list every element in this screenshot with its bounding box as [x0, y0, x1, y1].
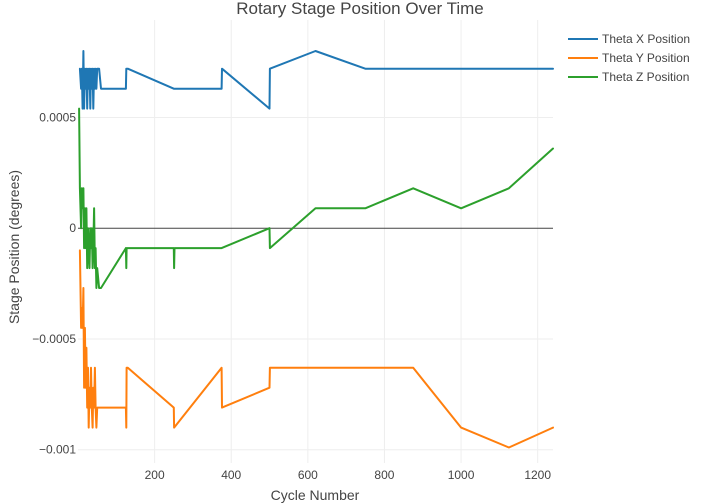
- chart-title: Rotary Stage Position Over Time: [236, 0, 484, 18]
- series-line-1: [78, 50, 554, 110]
- y-axis-ticks: −0.001 −0.0005 0 0.0005: [32, 110, 76, 456]
- legend-item[interactable]: Theta Y Position: [568, 51, 690, 65]
- legend-item[interactable]: Theta Z Position: [568, 70, 689, 84]
- x-tick-label: 400: [221, 468, 241, 482]
- y-tick-label: 0: [69, 221, 76, 235]
- x-axis-ticks: 200 400 600 800 1000 1200: [145, 468, 552, 482]
- legend-label: Theta X Position: [602, 32, 690, 46]
- x-tick-label: 600: [298, 468, 318, 482]
- series-lines: [78, 50, 554, 449]
- y-tick-label: −0.0005: [32, 332, 76, 346]
- x-axis-title: Cycle Number: [271, 487, 360, 503]
- x-tick-label: 1000: [448, 468, 475, 482]
- y-tick-label: 0.0005: [39, 110, 76, 124]
- x-tick-label: 200: [145, 468, 165, 482]
- series-line-2: [78, 249, 554, 449]
- legend-label: Theta Y Position: [602, 51, 690, 65]
- x-tick-label: 800: [374, 468, 394, 482]
- y-axis-title: Stage Position (degrees): [6, 170, 22, 324]
- y-tick-label: −0.001: [39, 443, 76, 457]
- series-line-3: [78, 107, 554, 289]
- x-tick-label: 1200: [524, 468, 551, 482]
- grid: [78, 20, 553, 463]
- legend-label: Theta Z Position: [602, 70, 689, 84]
- legend-item[interactable]: Theta X Position: [568, 32, 690, 46]
- legend: Theta X Position Theta Y Position Theta Z …: [568, 32, 690, 84]
